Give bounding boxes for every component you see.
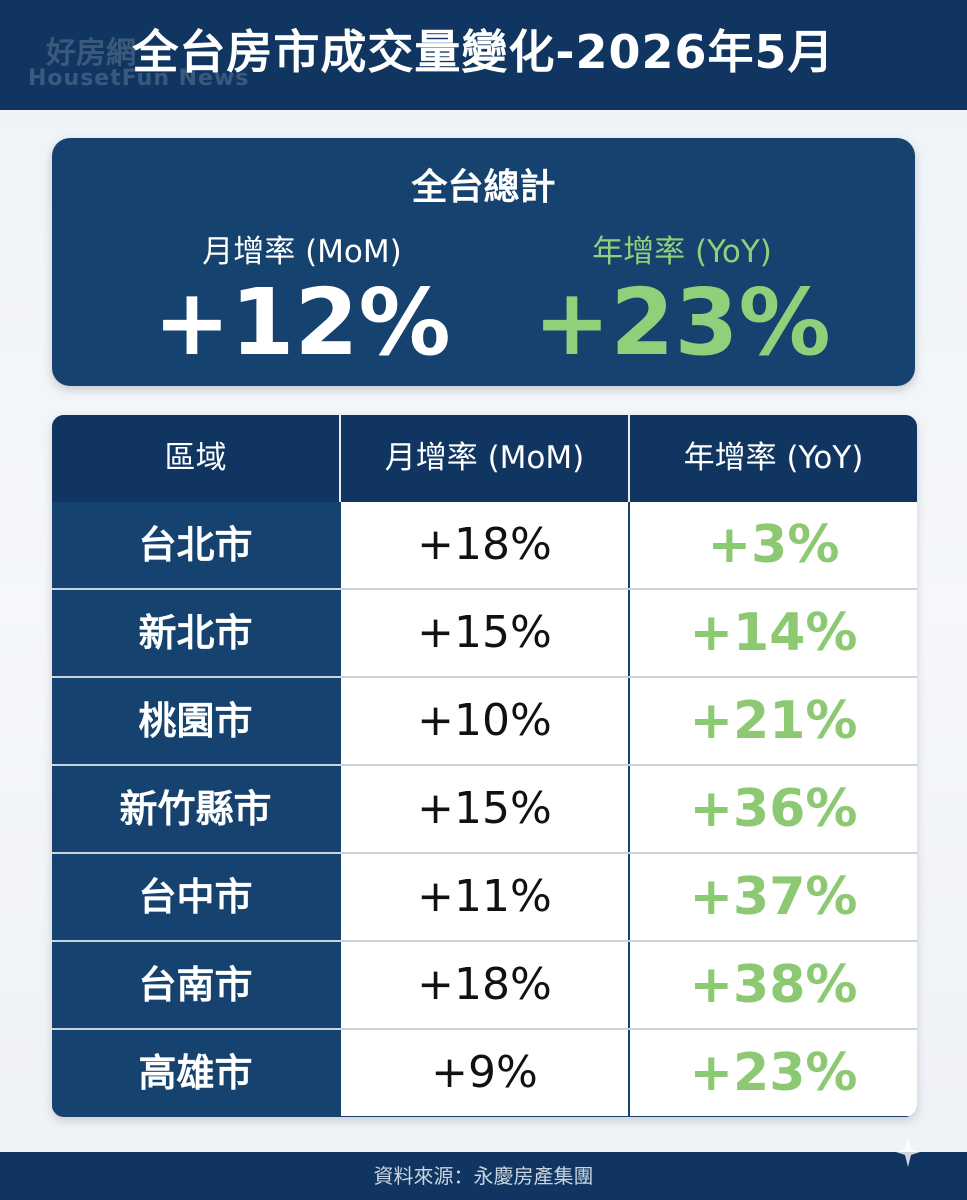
mom-cell: +18%	[341, 942, 628, 1028]
row-divider	[52, 1028, 917, 1030]
watermark-logo: 好房網 HousetFun News	[28, 28, 278, 98]
region-cell: 台北市	[52, 502, 339, 588]
source-note: 資料來源：永慶房產集團	[373, 1164, 594, 1188]
table-row: 台北市 +18% +3%	[52, 502, 917, 588]
row-divider	[52, 852, 917, 854]
yoy-cell: +36%	[630, 766, 917, 852]
summary-yoy-label: 年增率 (YoY)	[592, 234, 772, 270]
row-divider	[52, 588, 917, 590]
mom-cell: +9%	[341, 1030, 628, 1116]
region-cell: 新竹縣市	[52, 766, 339, 852]
row-divider	[52, 940, 917, 942]
table-header: 區域 月增率 (MoM) 年增率 (YoY)	[52, 415, 917, 502]
yoy-cell: +38%	[630, 942, 917, 1028]
summary-mom-value: +12%	[153, 269, 451, 376]
yoy-cell: +3%	[630, 502, 917, 588]
table-row: 台中市 +11% +37%	[52, 854, 917, 940]
page-title: 全台房市成交量變化-2026年5月	[132, 25, 835, 79]
region-cell: 台南市	[52, 942, 339, 1028]
column-header-yoy: 年增率 (YoY)	[683, 440, 864, 476]
mom-cell: +15%	[341, 590, 628, 676]
column-divider	[339, 415, 341, 502]
yoy-cell: +21%	[630, 678, 917, 764]
region-cell: 台中市	[52, 854, 339, 940]
column-header-region: 區域	[164, 440, 227, 476]
mom-cell: +18%	[341, 502, 628, 588]
mom-cell: +15%	[341, 766, 628, 852]
column-header-mom: 月增率 (MoM)	[384, 440, 585, 476]
mom-cell: +10%	[341, 678, 628, 764]
mom-cell: +11%	[341, 854, 628, 940]
yoy-cell: +14%	[630, 590, 917, 676]
header-bar: 好房網 HousetFun News 全台房市成交量變化-2026年5月	[0, 0, 967, 110]
sparkle-icon	[896, 1137, 920, 1167]
yoy-cell: +37%	[630, 854, 917, 940]
table-row: 桃園市 +10% +21%	[52, 678, 917, 764]
region-cell: 桃園市	[52, 678, 339, 764]
region-cell: 高雄市	[52, 1030, 339, 1116]
region-cell: 新北市	[52, 590, 339, 676]
watermark-line1: 好房網	[46, 36, 136, 71]
table-row: 新竹縣市 +15% +36%	[52, 766, 917, 852]
summary-mom-label: 月增率 (MoM)	[202, 234, 402, 270]
table-row: 台南市 +18% +38%	[52, 942, 917, 1028]
yoy-cell: +23%	[630, 1030, 917, 1116]
table-row: 新北市 +15% +14%	[52, 590, 917, 676]
region-table: 區域 月增率 (MoM) 年增率 (YoY) 台北市 +18% +3% 新北市 …	[52, 415, 917, 1117]
row-divider	[52, 676, 917, 678]
column-divider	[628, 415, 630, 502]
watermark-line2: HousetFun News	[28, 66, 250, 91]
footer-bar: 資料來源：永慶房產集團	[0, 1152, 967, 1200]
table-row: 高雄市 +9% +23%	[52, 1030, 917, 1116]
row-divider	[52, 764, 917, 766]
summary-card: 全台總計 月增率 (MoM) +12% 年增率 (YoY) +23%	[52, 138, 915, 386]
summary-title: 全台總計	[411, 167, 556, 208]
summary-yoy-value: +23%	[533, 269, 831, 376]
